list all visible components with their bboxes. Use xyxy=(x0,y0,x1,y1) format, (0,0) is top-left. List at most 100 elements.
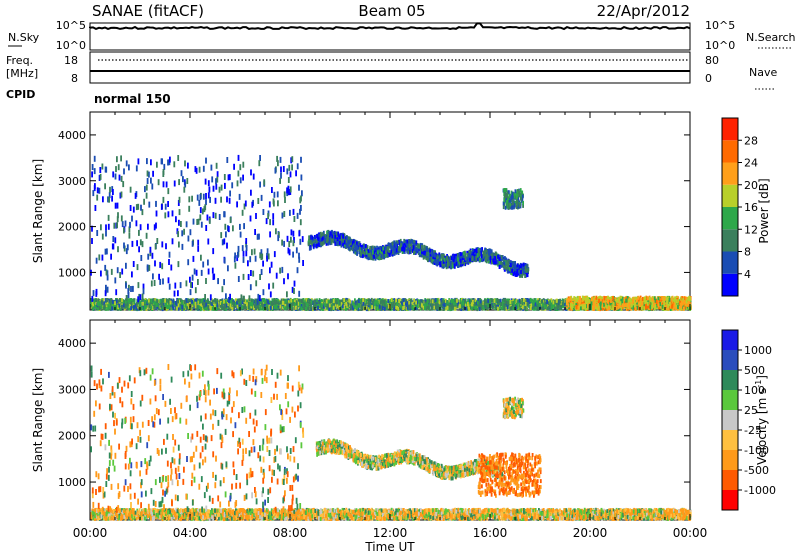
echo-cell xyxy=(257,198,259,204)
echo-cell xyxy=(316,298,318,302)
echo-cell xyxy=(497,298,499,302)
echo-cell xyxy=(295,306,297,310)
echo-cell xyxy=(542,303,544,307)
echo-cell xyxy=(102,255,104,261)
echo-cell xyxy=(190,229,192,235)
echo-cell xyxy=(105,231,107,237)
echo-cell xyxy=(229,198,231,204)
echo-cell xyxy=(140,239,142,245)
echo-cell xyxy=(187,259,189,265)
echo-cell xyxy=(327,303,329,307)
echo-cell xyxy=(492,298,494,302)
echo-cell xyxy=(233,164,235,170)
echo-cell xyxy=(195,166,197,172)
echo-cell xyxy=(238,155,240,161)
echo-cell xyxy=(333,306,335,310)
echo-cell xyxy=(362,302,364,306)
echo-cell xyxy=(143,199,145,205)
echo-cell xyxy=(454,307,456,311)
echo-cell xyxy=(224,174,226,180)
echo-cell xyxy=(287,273,289,279)
echo-cell xyxy=(503,303,505,307)
echo-cell xyxy=(109,187,111,193)
echo-cell xyxy=(175,216,177,222)
echo-cell xyxy=(276,273,278,279)
echo-cell xyxy=(139,301,141,305)
echo-cell xyxy=(204,294,206,300)
echo-cell xyxy=(513,306,515,310)
echo-cell xyxy=(510,300,512,304)
echo-cell xyxy=(181,300,183,304)
echo-cell xyxy=(136,240,138,246)
echo-cell xyxy=(417,304,419,308)
echo-cell xyxy=(154,305,156,309)
echo-cell xyxy=(140,205,142,211)
echo-cell xyxy=(562,302,564,306)
echo-cell xyxy=(152,253,154,259)
echo-cell xyxy=(287,236,289,242)
echo-cell xyxy=(203,166,205,172)
echo-cell xyxy=(198,305,200,309)
echo-cell xyxy=(253,174,255,180)
echo-cell xyxy=(428,306,430,310)
echo-cell xyxy=(200,207,202,213)
echo-cell xyxy=(133,261,135,267)
echo-cell xyxy=(167,201,169,207)
echo-cell xyxy=(131,271,133,277)
echo-cell xyxy=(255,299,257,303)
echo-cell xyxy=(112,236,114,242)
echo-cell xyxy=(450,299,452,303)
echo-cell xyxy=(383,300,385,304)
echo-cell xyxy=(520,300,522,304)
echo-cell xyxy=(126,248,128,254)
echo-cell xyxy=(462,307,464,311)
echo-cell xyxy=(237,305,239,309)
echo-cell xyxy=(212,307,214,311)
echo-cell xyxy=(283,166,285,172)
echo-cell xyxy=(151,184,153,190)
station-title: SANAE (fitACF) xyxy=(92,2,204,20)
echo-cell xyxy=(112,189,114,195)
echo-cell xyxy=(174,283,176,289)
echo-cell xyxy=(279,178,281,184)
echo-cell xyxy=(211,176,213,182)
nsearch-label: N.Search xyxy=(746,31,796,44)
echo-cell xyxy=(267,213,269,219)
echo-cell xyxy=(241,305,243,309)
echo-cell xyxy=(133,305,135,309)
echo-cell xyxy=(419,303,421,307)
echo-cell xyxy=(100,174,102,180)
echo-cell xyxy=(468,305,470,309)
echo-cell xyxy=(209,218,211,224)
echo-cell xyxy=(546,300,548,304)
echo-cell xyxy=(126,160,128,166)
echo-cell xyxy=(195,298,197,302)
echo-cell xyxy=(277,160,279,166)
echo-cell xyxy=(178,220,180,226)
echo-cell xyxy=(102,196,104,202)
echo-cell xyxy=(222,239,224,245)
echo-cell xyxy=(197,279,199,285)
echo-cell xyxy=(200,194,202,200)
echo-cell xyxy=(96,289,98,295)
echo-cell xyxy=(217,278,219,284)
echo-cell xyxy=(365,299,367,303)
echo-cell xyxy=(105,167,107,173)
echo-cell xyxy=(97,302,99,306)
echo-cell xyxy=(307,299,309,303)
echo-cell xyxy=(192,275,194,281)
echo-cell xyxy=(282,213,284,219)
echo-cell xyxy=(299,302,301,306)
echo-cell xyxy=(148,202,150,208)
echo-cell xyxy=(205,199,207,205)
echo-cell xyxy=(522,305,524,309)
echo-cell xyxy=(259,182,261,188)
echo-cell xyxy=(250,169,252,175)
echo-cell xyxy=(270,306,272,310)
echo-cell xyxy=(202,262,204,268)
echo-cell xyxy=(200,255,202,261)
echo-cell xyxy=(212,268,214,274)
echo-cell xyxy=(300,157,302,163)
echo-cell xyxy=(525,307,527,311)
